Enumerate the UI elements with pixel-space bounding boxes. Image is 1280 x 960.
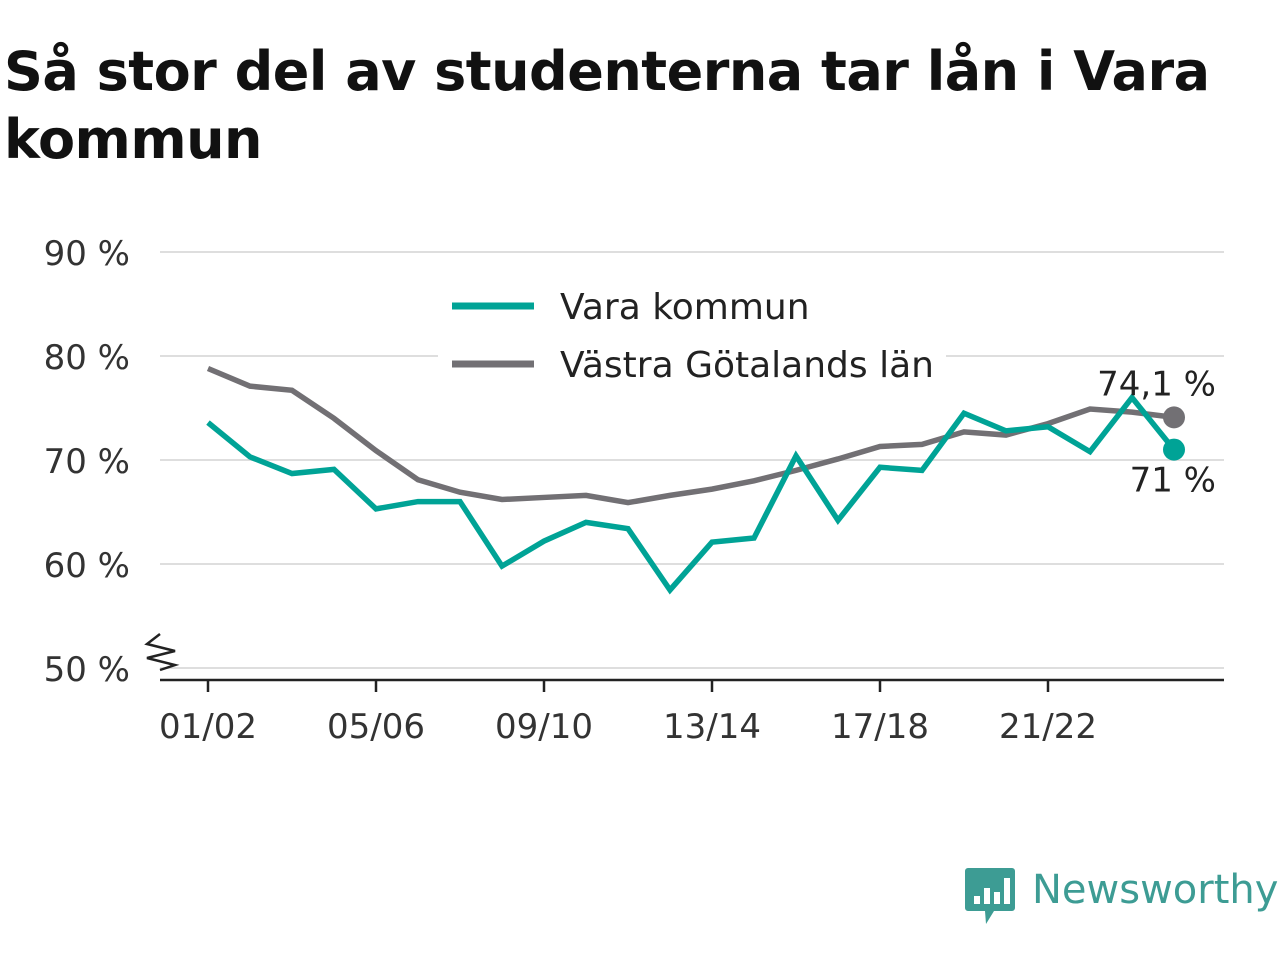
end-labels: 71 % 74,1 % <box>1097 364 1216 500</box>
x-axis-ticks: 01/02 05/06 09/10 13/14 17/18 21/22 <box>159 680 1097 747</box>
x-tick-label: 17/18 <box>831 707 929 747</box>
x-tick-label: 13/14 <box>663 707 761 747</box>
legend-background <box>438 278 946 394</box>
y-tick-label: 70 % <box>44 442 130 482</box>
y-tick-label: 50 % <box>44 650 130 690</box>
x-tick-label: 05/06 <box>327 707 425 747</box>
series-line <box>206 365 1175 506</box>
end-value-label: 74,1 % <box>1097 364 1216 404</box>
y-axis-ticks: 50 % 60 % 70 % 80 % 90 % <box>44 234 180 690</box>
x-tick-label: 01/02 <box>159 707 257 747</box>
axis-break-icon <box>144 633 180 672</box>
gridlines <box>160 251 1224 669</box>
legend-label: Vara kommun <box>560 287 810 328</box>
x-tick-label: 21/22 <box>999 707 1097 747</box>
y-tick-label: 80 % <box>44 338 130 378</box>
y-tick-label: 90 % <box>44 234 130 274</box>
legend-label: Västra Götalands län <box>560 345 934 386</box>
legend: Vara kommun Västra Götalands län <box>438 278 946 394</box>
y-tick-label: 60 % <box>44 546 130 586</box>
series-end-point <box>1163 406 1185 429</box>
chart-title: Så stor del av studenterna tar lån i Var… <box>4 40 1210 171</box>
end-value-label: 71 % <box>1130 461 1216 501</box>
series-end-point <box>1163 438 1185 461</box>
series-line <box>206 393 1177 595</box>
brand-name: Newsworthy <box>1032 867 1279 913</box>
newsworthy-logo-icon <box>965 868 1015 924</box>
x-tick-label: 09/10 <box>495 707 593 747</box>
newsworthy-brand: Newsworthy <box>964 864 1280 928</box>
series-lines <box>206 365 1185 595</box>
